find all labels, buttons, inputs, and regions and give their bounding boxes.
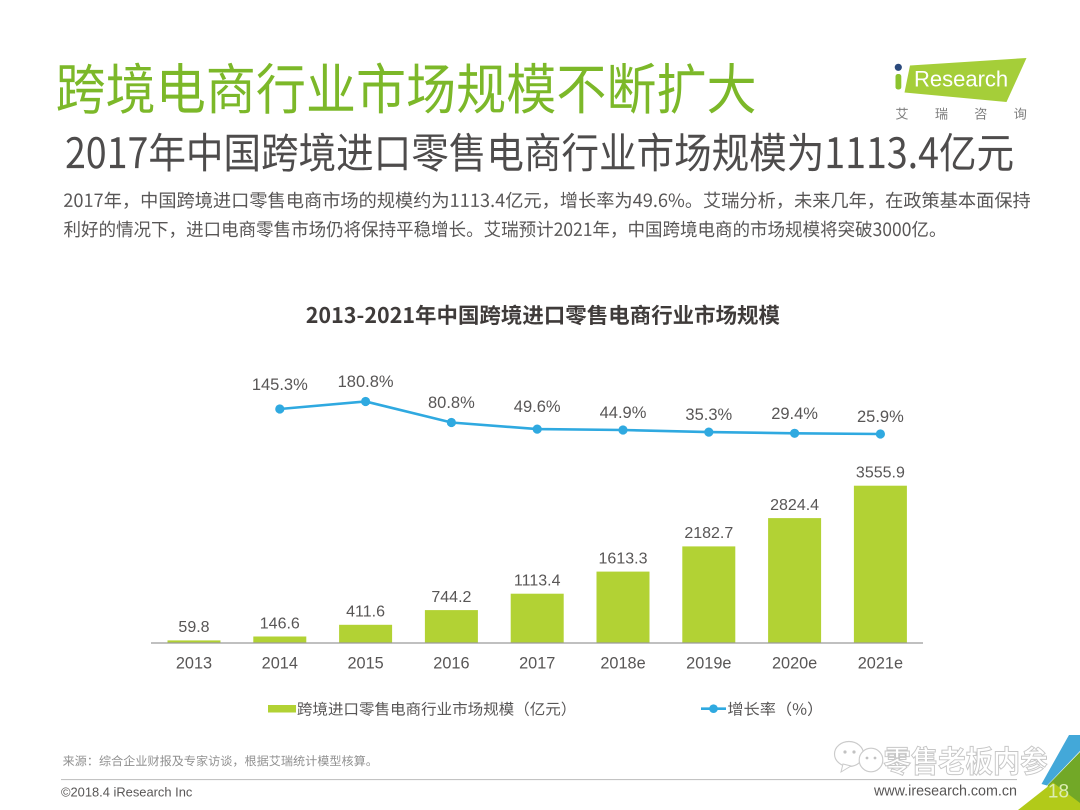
svg-text:411.6: 411.6 [346,604,385,621]
svg-text:25.9%: 25.9% [857,408,904,426]
svg-text:Research: Research [914,67,1008,92]
svg-text:©2018.4 iResearch Inc: ©2018.4 iResearch Inc [61,785,193,800]
svg-text:2014: 2014 [262,655,298,673]
svg-text:29.4%: 29.4% [771,405,818,423]
svg-text:744.2: 744.2 [431,589,471,606]
svg-text:180.8%: 180.8% [338,373,394,391]
svg-text:146.6: 146.6 [260,615,300,632]
svg-text:49.6%: 49.6% [514,398,561,416]
svg-text:3555.9: 3555.9 [856,465,905,482]
svg-text:145.3%: 145.3% [252,376,308,394]
svg-text:2015: 2015 [347,655,383,673]
svg-text:2013: 2013 [176,655,212,673]
svg-text:18: 18 [1048,782,1069,803]
svg-text:2018e: 2018e [600,655,645,673]
svg-text:2017: 2017 [519,655,555,673]
svg-text:2020e: 2020e [772,655,817,673]
svg-text:1613.3: 1613.3 [599,550,648,567]
svg-text:www.iresearch.com.cn: www.iresearch.com.cn [873,784,1017,800]
svg-text:2182.7: 2182.7 [684,525,733,542]
svg-text:35.3%: 35.3% [685,406,732,424]
svg-text:2019e: 2019e [686,655,731,673]
svg-text:44.9%: 44.9% [600,404,647,422]
svg-text:2021e: 2021e [858,655,903,673]
svg-text:1113.4: 1113.4 [514,573,561,590]
svg-text:59.8: 59.8 [178,619,209,636]
svg-text:2016: 2016 [433,655,469,673]
svg-text:80.8%: 80.8% [428,394,475,412]
svg-text:2824.4: 2824.4 [770,497,819,514]
